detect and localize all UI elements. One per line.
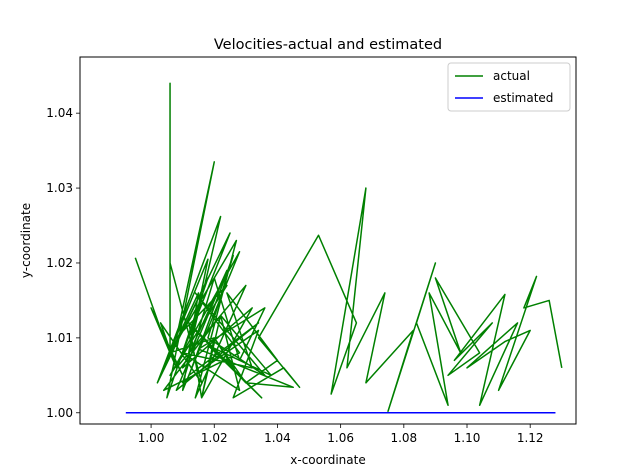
x-axis-label: x-coordinate bbox=[290, 453, 365, 467]
y-tick-label: 1.02 bbox=[46, 256, 73, 270]
y-tick-label: 1.00 bbox=[46, 406, 73, 420]
legend-label-estimated: estimated bbox=[493, 91, 553, 105]
x-tick-label: 1.02 bbox=[201, 431, 228, 445]
y-axis: 1.00 1.01 1.02 1.03 1.04 bbox=[46, 106, 80, 420]
x-tick-label: 1.00 bbox=[138, 431, 165, 445]
x-axis: 1.00 1.02 1.04 1.06 1.08 1.10 1.12 bbox=[138, 424, 544, 445]
series-line-actual bbox=[134, 82, 563, 413]
plot-frame bbox=[79, 56, 577, 425]
y-tick-label: 1.01 bbox=[46, 331, 73, 345]
y-tick-label: 1.03 bbox=[46, 181, 73, 195]
legend: actual estimated bbox=[447, 62, 571, 112]
legend-label-actual: actual bbox=[493, 69, 530, 83]
x-tick-label: 1.12 bbox=[517, 431, 544, 445]
y-tick-label: 1.04 bbox=[46, 106, 73, 120]
legend-box bbox=[447, 62, 571, 112]
plot-area bbox=[125, 82, 563, 414]
x-tick-label: 1.04 bbox=[264, 431, 291, 445]
chart-title: Velocities-actual and estimated bbox=[214, 37, 442, 53]
y-axis-label: y-coordinate bbox=[19, 203, 33, 278]
x-tick-label: 1.06 bbox=[327, 431, 354, 445]
x-tick-label: 1.08 bbox=[390, 431, 417, 445]
x-tick-label: 1.10 bbox=[454, 431, 481, 445]
